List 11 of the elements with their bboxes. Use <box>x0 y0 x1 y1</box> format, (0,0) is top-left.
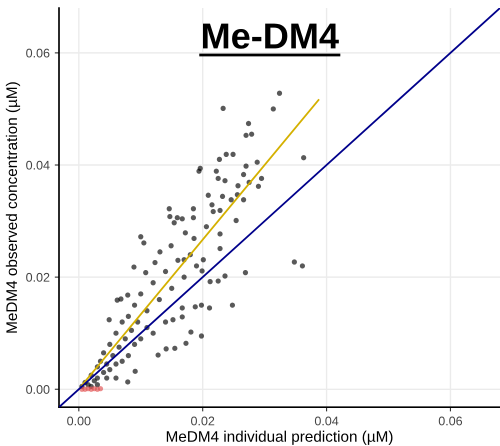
x-tick-label: 0.00 <box>67 416 90 426</box>
y-tick-label: 0.00 <box>26 385 50 394</box>
x-tick-label: 0.04 <box>314 416 338 426</box>
x-axis-title: MeDM4 individual prediction (µM) <box>166 430 392 445</box>
y-axis-title: MeDM4 observed concentration (µM) <box>6 82 20 333</box>
x-tick-label: 0.02 <box>191 416 214 426</box>
y-tick-label: 0.04 <box>26 160 50 170</box>
x-tick-label: 0.06 <box>438 416 462 426</box>
y-tick-label: 0.06 <box>26 48 50 58</box>
y-tick-label: 0.02 <box>26 272 50 282</box>
chart-title: Me-DM4 <box>203 24 339 49</box>
